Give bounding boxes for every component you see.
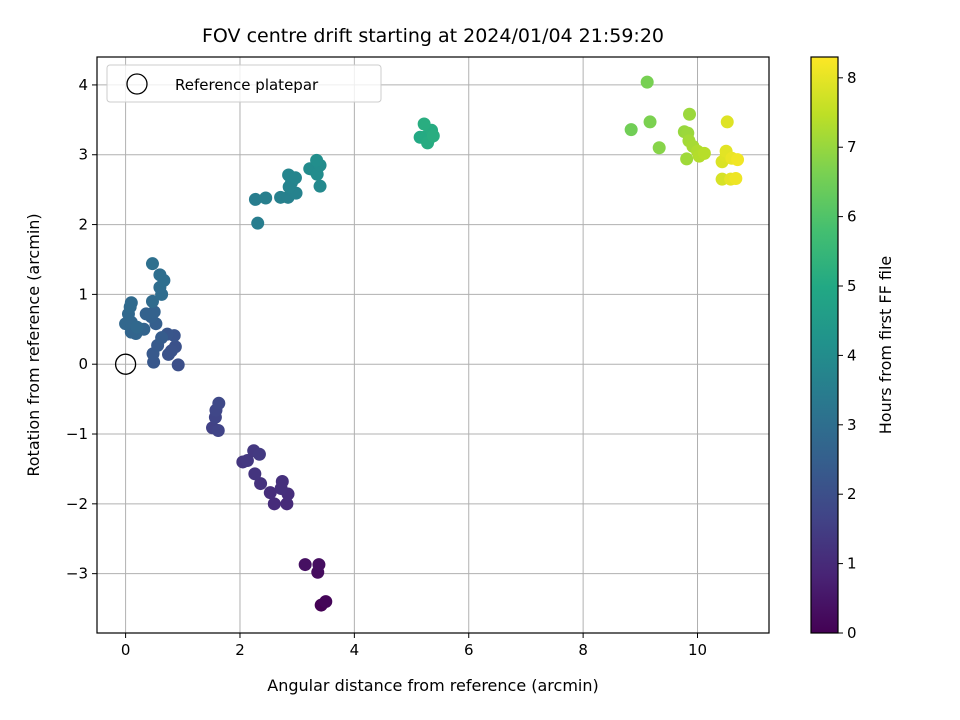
data-point <box>164 344 178 358</box>
y-tick-label: −3 <box>66 565 88 583</box>
data-point <box>313 179 327 193</box>
y-axis-ticks: −3 −2 −1 0 1 2 3 4 <box>66 76 97 583</box>
data-point <box>417 117 431 131</box>
colorbar-tick-label: 4 <box>847 346 857 364</box>
data-point <box>275 474 289 488</box>
data-point <box>145 294 159 308</box>
colorbar-tick-label: 8 <box>847 69 857 87</box>
data-point <box>310 153 324 167</box>
data-point <box>211 424 225 438</box>
colorbar-frame <box>810 56 839 634</box>
plot-frame <box>96 56 770 634</box>
data-point <box>640 75 654 89</box>
x-tick-label: 6 <box>464 641 474 659</box>
y-tick-label: −2 <box>66 495 88 513</box>
data-point <box>124 296 138 310</box>
data-point <box>171 358 185 372</box>
data-point <box>139 307 153 321</box>
data-point <box>248 192 262 206</box>
reference-marker <box>114 353 137 375</box>
data-point <box>312 558 326 572</box>
y-tick-label: −1 <box>66 425 88 443</box>
colorbar-tick-label: 3 <box>847 416 857 434</box>
data-point <box>697 146 711 160</box>
y-tick-label: 3 <box>78 146 88 164</box>
data-point <box>145 257 159 271</box>
data-point <box>240 454 254 468</box>
legend-box <box>106 64 382 103</box>
data-point <box>267 497 281 511</box>
x-axis-label: Angular distance from reference (arcmin) <box>267 676 598 695</box>
x-tick-label: 10 <box>688 641 707 659</box>
data-point <box>251 216 265 230</box>
data-point <box>729 171 743 185</box>
data-point <box>153 268 167 282</box>
colorbar-ticks: 0 1 2 3 4 5 6 7 8 <box>838 69 857 642</box>
colorbar-gradient <box>811 57 838 633</box>
colorbar-tick-label: 0 <box>847 624 857 642</box>
data-point <box>280 497 294 511</box>
colorbar-tick-label: 5 <box>847 277 857 295</box>
data-point <box>643 115 657 129</box>
colorbar-tick-label: 2 <box>847 485 857 503</box>
legend-marker <box>126 73 148 95</box>
data-points <box>119 75 745 612</box>
data-point <box>720 115 734 129</box>
grid-lines <box>97 57 769 633</box>
data-point <box>624 123 638 137</box>
y-axis-label: Rotation from reference (arcmin) <box>24 213 43 476</box>
data-point <box>680 152 694 166</box>
chart-title: FOV centre drift starting at 2024/01/04 … <box>202 25 664 47</box>
data-point <box>248 467 262 481</box>
data-point <box>298 558 312 572</box>
colorbar-tick-label: 1 <box>847 555 857 573</box>
data-point <box>155 331 169 345</box>
colorbar-tick-label: 7 <box>847 138 857 156</box>
x-axis-ticks: 0 2 4 6 8 10 <box>121 633 707 659</box>
data-point <box>263 486 277 500</box>
x-tick-label: 0 <box>121 641 131 659</box>
data-point <box>259 191 273 205</box>
reference-point <box>114 353 137 375</box>
data-point <box>426 129 440 143</box>
legend: Reference platepar <box>106 64 382 103</box>
x-tick-label: 2 <box>235 641 245 659</box>
data-point <box>212 396 226 410</box>
y-tick-label: 4 <box>78 76 88 94</box>
data-point <box>683 107 697 121</box>
data-point <box>319 595 333 609</box>
data-point <box>252 447 266 461</box>
data-point <box>254 477 268 491</box>
y-tick-label: 2 <box>78 216 88 234</box>
data-point <box>288 171 302 185</box>
data-point <box>130 320 144 334</box>
legend-entry-reference: Reference platepar <box>175 76 319 94</box>
data-point <box>731 153 745 167</box>
y-tick-label: 1 <box>78 285 88 303</box>
y-tick-label: 0 <box>78 355 88 373</box>
data-point <box>652 141 666 155</box>
x-tick-label: 8 <box>578 641 588 659</box>
colorbar-label: Hours from first FF file <box>876 256 895 435</box>
colorbar-tick-label: 6 <box>847 208 857 226</box>
x-tick-label: 4 <box>350 641 360 659</box>
